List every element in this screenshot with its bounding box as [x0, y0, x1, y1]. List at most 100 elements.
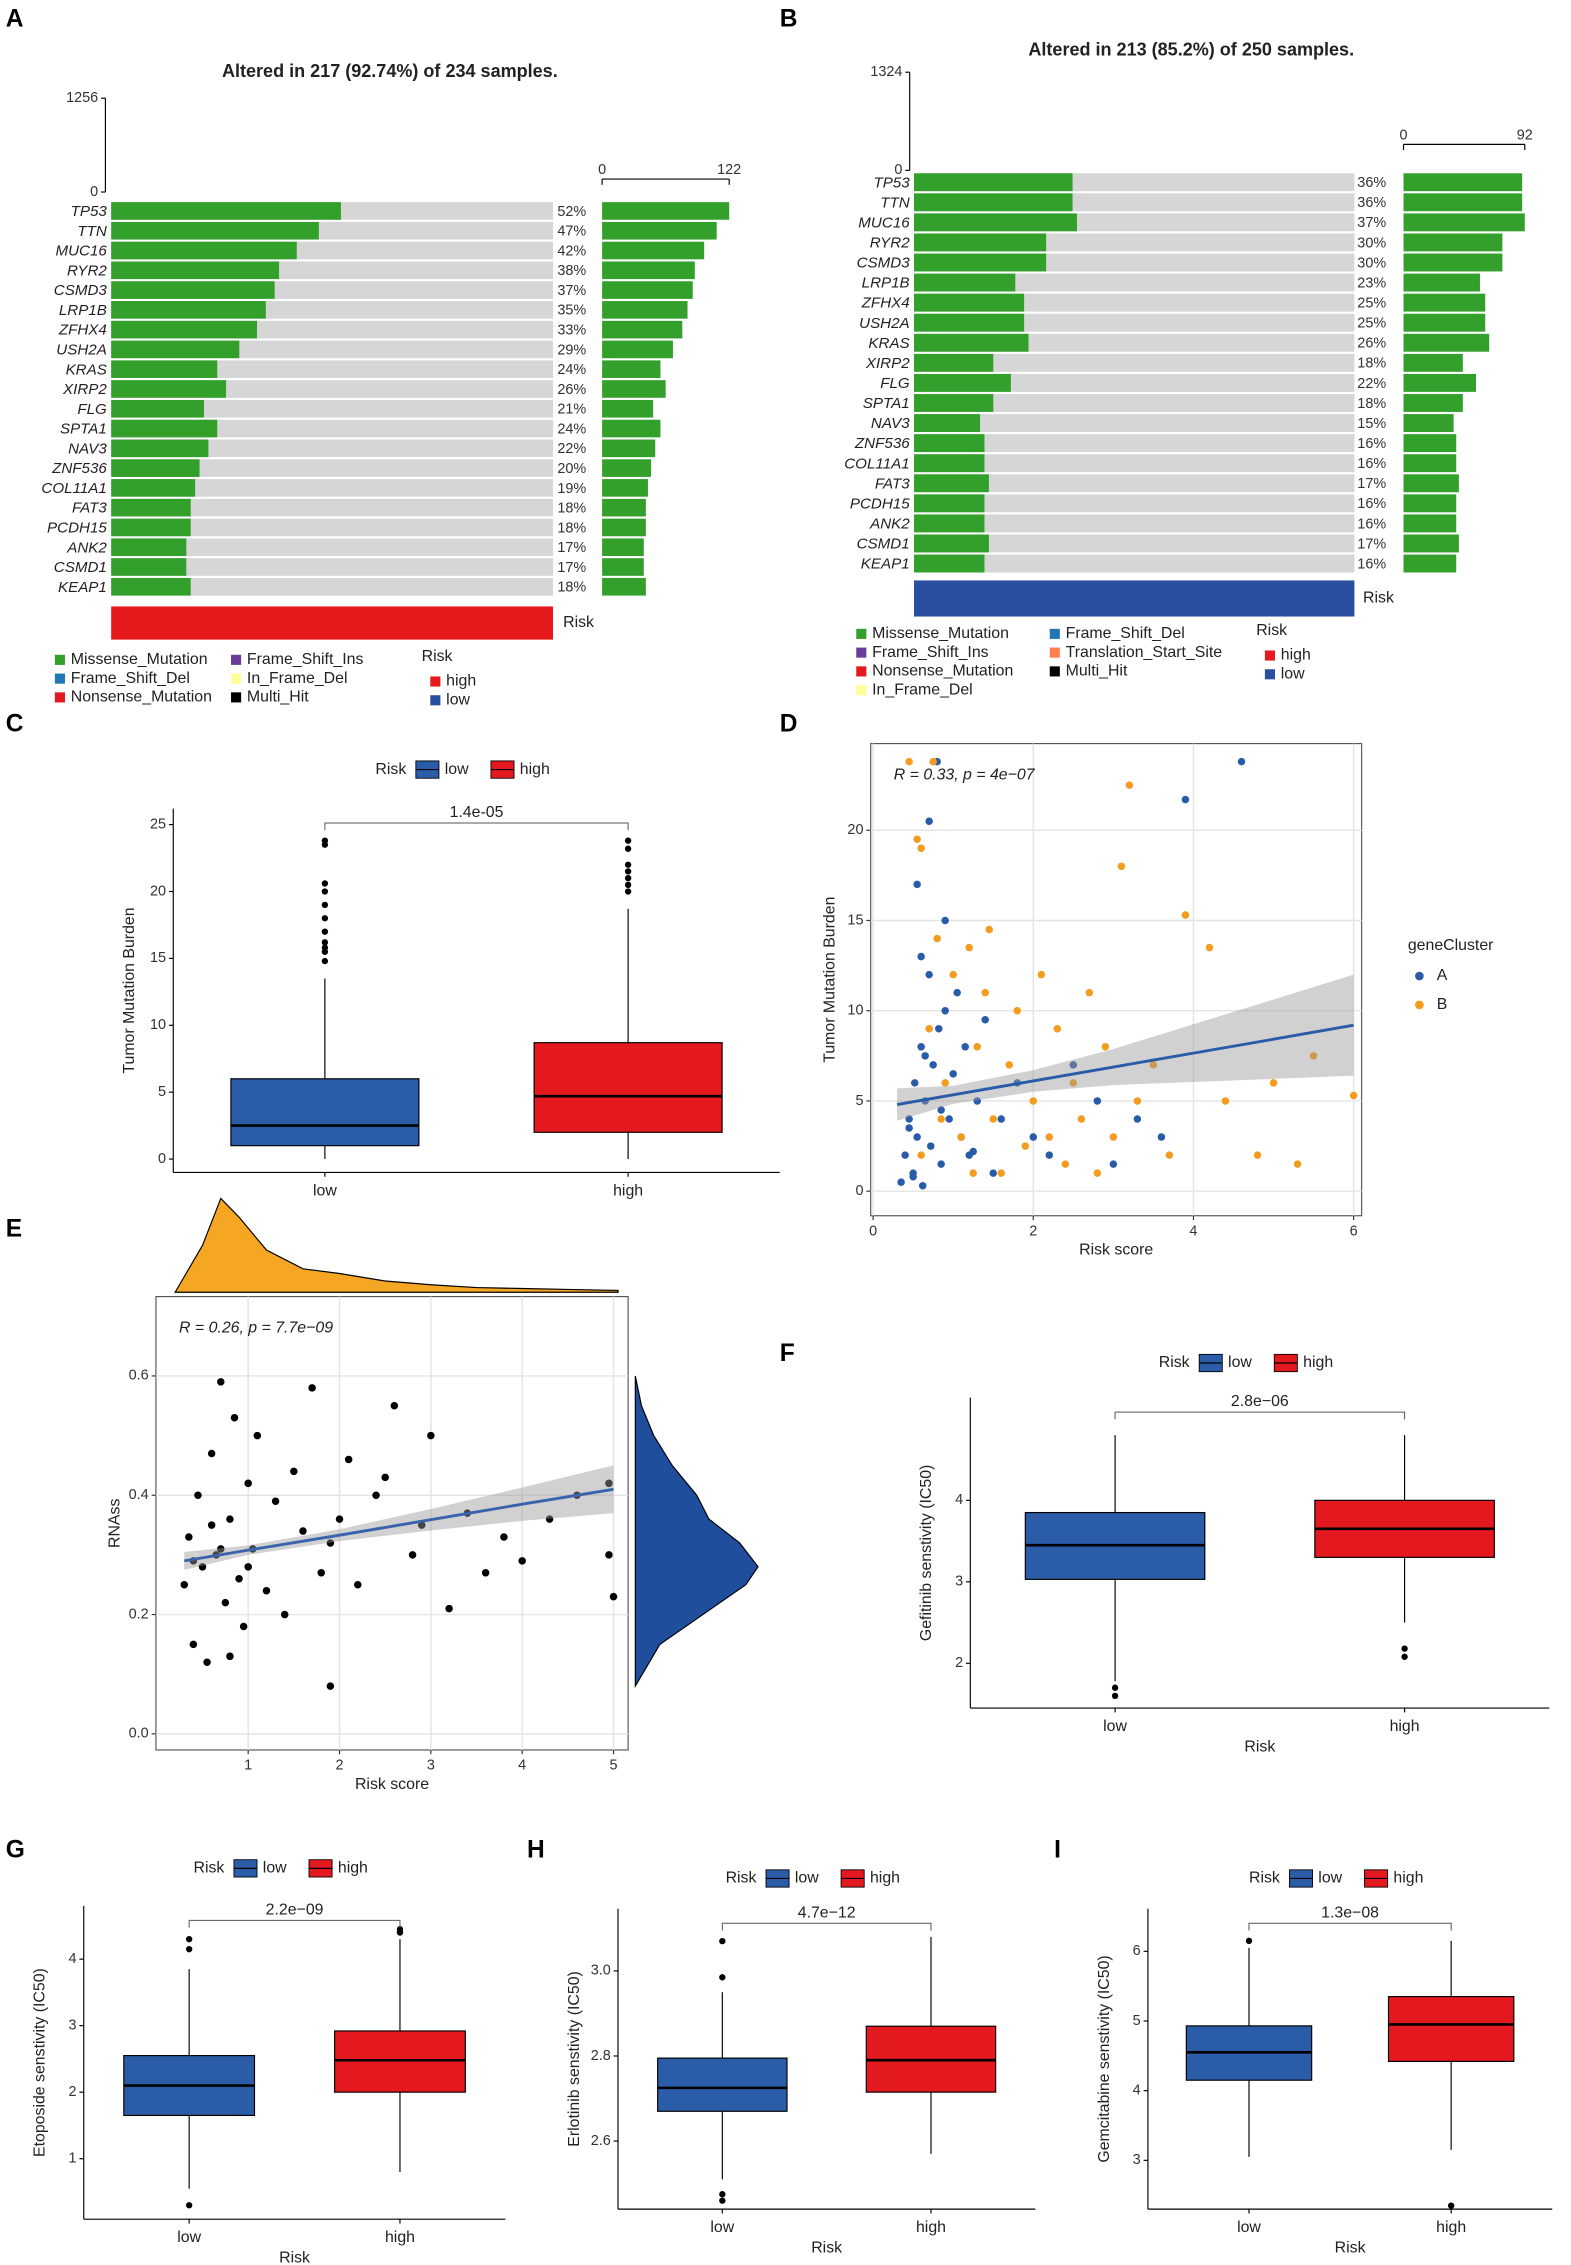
percent-label: 19%: [557, 481, 586, 497]
gene-bar: [602, 439, 656, 458]
legend-swatch: [856, 666, 867, 677]
outlier: [321, 915, 329, 922]
altered-share: [914, 434, 985, 453]
point: [1149, 1061, 1158, 1069]
p-value: 2.8e−06: [1231, 1393, 1289, 1410]
gene-bar: [1403, 514, 1457, 533]
outlier: [185, 1945, 193, 1953]
gene-row: [914, 554, 1355, 573]
annotation: R = 0.33, p = 4e−07: [894, 767, 1036, 784]
point: [969, 1147, 977, 1156]
x-axis-label: Risk score: [1079, 1242, 1153, 1259]
p-bracket: [1114, 1411, 1406, 1420]
gene-bar: [1403, 434, 1457, 453]
gene-bar: [1403, 333, 1490, 352]
outlier: [1111, 1692, 1119, 1700]
legend-label: Translation_Start_Site: [1066, 644, 1223, 661]
gene-row: [111, 399, 554, 418]
y-tick-label: 3.0: [591, 1963, 611, 1979]
point: [354, 1580, 362, 1589]
point: [933, 934, 941, 943]
y-tick-label: 0.6: [129, 1368, 149, 1384]
tmb-tick-label: 0: [90, 184, 98, 200]
gene-label: TTN: [77, 223, 107, 240]
gene-bar: [1403, 394, 1463, 412]
percent-label: 22%: [1357, 376, 1386, 392]
altered-share: [111, 340, 240, 359]
y-axis-label: Gemcitabine senstivity (IC50): [1096, 1955, 1113, 2162]
altered-share: [914, 454, 985, 473]
legend-swatch: [54, 673, 65, 684]
y-axis-label: Erlotinib senstivity (IC50): [566, 1971, 583, 2147]
outlier: [321, 901, 329, 909]
altered-share: [914, 293, 1025, 312]
point: [235, 1575, 243, 1583]
gene-bar: [1403, 353, 1463, 372]
x-tick-label: 4: [1189, 1223, 1197, 1239]
point: [925, 970, 933, 979]
panel-letter: A: [6, 6, 24, 33]
legend-swatch: [1049, 628, 1060, 639]
percent-label: 24%: [557, 421, 586, 437]
point: [1037, 970, 1046, 979]
box: [657, 2057, 788, 2112]
point: [1069, 1061, 1078, 1069]
gene-label: CSMD3: [54, 282, 108, 299]
gene-label: FAT3: [72, 500, 107, 517]
gene-label: LRP1B: [59, 302, 107, 319]
point: [913, 1133, 921, 1141]
y-axis-label: Etoposide senstivity (IC50): [32, 1968, 49, 2157]
gene-label: NAV3: [68, 440, 107, 457]
gene-bar: [602, 320, 683, 339]
gene-bar: [602, 202, 730, 220]
percent-label: 17%: [557, 540, 586, 556]
percent-label: 52%: [557, 204, 586, 220]
point: [997, 1169, 1005, 1177]
point: [941, 1006, 949, 1015]
gene-bar: [602, 399, 654, 418]
point: [217, 1545, 225, 1553]
plot-title: Altered in 213 (85.2%) of 250 samples.: [1028, 39, 1354, 59]
gene-bar: [1403, 313, 1486, 332]
point: [1005, 1061, 1013, 1069]
gene-label: LRP1B: [862, 275, 910, 292]
gene-label: MUC16: [858, 214, 910, 231]
y-tick-label: 4: [1133, 2082, 1141, 2098]
gene-bar: [1403, 474, 1459, 493]
point: [1093, 1169, 1102, 1177]
gene-row: [111, 518, 554, 537]
gene-row: [111, 577, 554, 596]
legend-title: Risk: [193, 1860, 224, 1877]
y-tick-label: 2.8: [591, 2048, 611, 2064]
point: [518, 1557, 526, 1565]
outlier: [321, 888, 329, 895]
legend-title: Risk: [1249, 1870, 1280, 1887]
gene-bar: [1403, 554, 1457, 573]
legend-swatch: [856, 647, 867, 658]
gene-label: TP53: [873, 174, 910, 191]
outlier: [624, 881, 632, 888]
gene-bar: [1403, 273, 1480, 292]
legend-label: Missense_Mutation: [71, 651, 208, 668]
gene-row: [111, 479, 554, 497]
point: [1093, 1097, 1102, 1105]
y-tick-label: 25: [150, 816, 166, 832]
x-tick-label: 6: [1350, 1223, 1358, 1239]
plot-title: Altered in 217 (92.74%) of 234 samples.: [222, 61, 558, 81]
altered-share: [111, 380, 227, 398]
gene-label: KEAP1: [58, 579, 107, 596]
gene-label: XIRP2: [62, 381, 107, 398]
point: [989, 1115, 997, 1123]
point: [1117, 862, 1126, 871]
x-axis-label: Risk: [1335, 2239, 1366, 2256]
gene-bar: [1403, 454, 1457, 473]
legend-label: A: [1437, 967, 1448, 984]
gene-bar: [602, 459, 652, 477]
altered-share: [914, 173, 1073, 192]
legend-swatch: [54, 692, 65, 703]
altered-share: [111, 281, 275, 299]
outlier: [321, 939, 329, 946]
plot-area: [870, 743, 1363, 1217]
x-axis-label: Risk: [811, 2239, 842, 2256]
altered-share: [111, 518, 191, 537]
